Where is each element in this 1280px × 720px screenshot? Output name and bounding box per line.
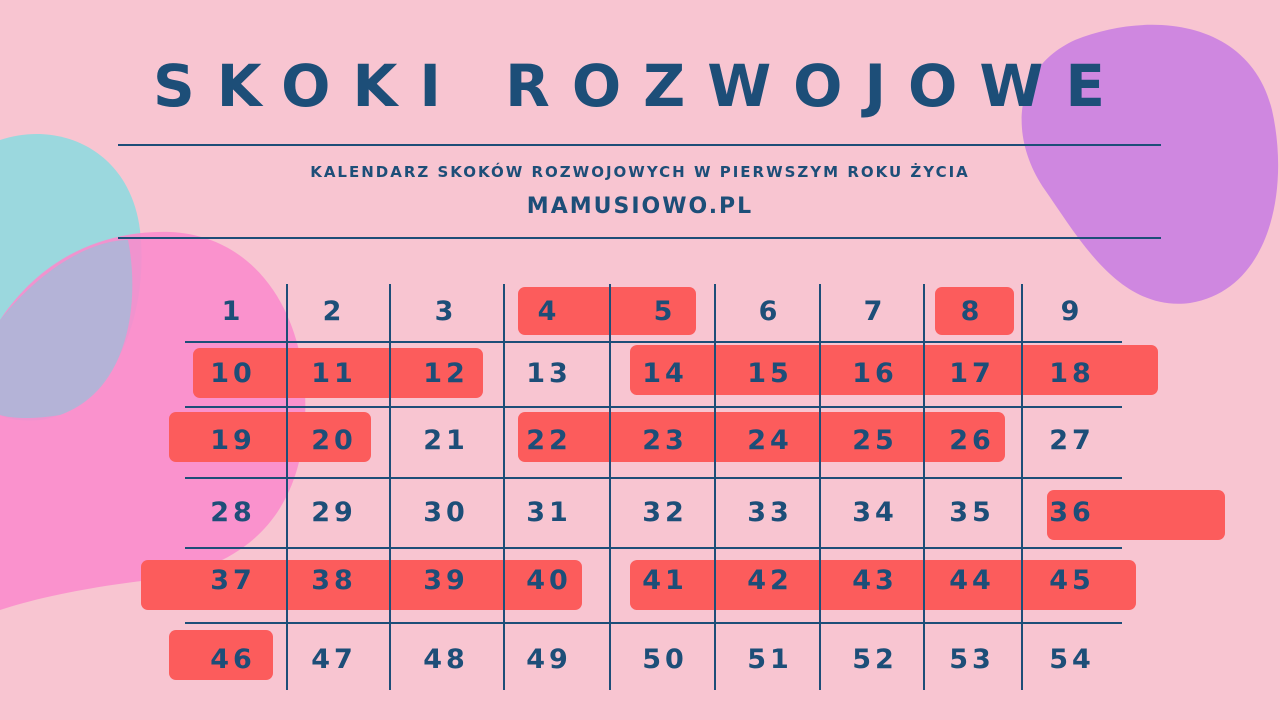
week-number: 31: [526, 497, 572, 528]
week-number: 51: [747, 644, 793, 675]
highlight-bar: [630, 345, 1158, 395]
overlap-blob: [0, 240, 133, 419]
week-number: 47: [311, 644, 357, 675]
week-number: 10: [210, 358, 256, 389]
purple-blob: [1021, 24, 1279, 304]
week-number: 14: [642, 358, 688, 389]
week-number: 20: [311, 425, 357, 456]
week-number: 2: [322, 296, 346, 327]
subtitle: KALENDARZ SKOKÓW ROZWOJOWYCH W PIERWSZYM…: [310, 163, 970, 181]
week-number: 44: [949, 565, 995, 596]
week-number: 16: [852, 358, 898, 389]
grid-column-line: [389, 284, 391, 690]
week-number: 39: [423, 565, 469, 596]
week-number: 28: [210, 497, 256, 528]
grid-column-line: [923, 284, 925, 690]
grid-column-line: [609, 284, 611, 690]
week-number: 34: [852, 497, 898, 528]
grid-row-line: [185, 406, 1122, 408]
grid-row-line: [185, 622, 1122, 624]
week-number: 29: [311, 497, 357, 528]
week-number: 24: [747, 425, 793, 456]
highlight-bar: [169, 630, 273, 680]
week-number: 46: [210, 644, 256, 675]
week-number: 36: [1049, 497, 1095, 528]
highlight-bar: [169, 412, 371, 462]
grid-row-line: [185, 477, 1122, 479]
week-number: 40: [526, 565, 572, 596]
site-name: MAMUSIOWO.PL: [526, 194, 754, 219]
week-number: 26: [949, 425, 995, 456]
grid-column-line: [503, 284, 505, 690]
week-number: 50: [642, 644, 688, 675]
grid-row-line: [185, 547, 1122, 549]
divider-top: [118, 144, 1161, 146]
grid-column-line: [714, 284, 716, 690]
week-number: 13: [526, 358, 572, 389]
week-number: 42: [747, 565, 793, 596]
highlight-bar: [935, 287, 1014, 335]
week-number: 53: [949, 644, 995, 675]
week-number: 7: [863, 296, 887, 327]
week-number: 27: [1049, 425, 1095, 456]
week-number: 3: [434, 296, 458, 327]
week-number: 37: [210, 565, 256, 596]
week-number: 48: [423, 644, 469, 675]
week-number: 32: [642, 497, 688, 528]
grid-row-line: [185, 341, 1122, 343]
week-number: 41: [642, 565, 688, 596]
week-number: 15: [747, 358, 793, 389]
week-number: 35: [949, 497, 995, 528]
week-number: 21: [423, 425, 469, 456]
highlight-bar: [518, 287, 696, 335]
week-number: 54: [1049, 644, 1095, 675]
week-number: 1: [221, 296, 245, 327]
grid-column-line: [1021, 284, 1023, 690]
week-number: 45: [1049, 565, 1095, 596]
grid-column-line: [819, 284, 821, 690]
week-number: 49: [526, 644, 572, 675]
week-number: 19: [210, 425, 256, 456]
week-number: 9: [1060, 296, 1084, 327]
grid-column-line: [286, 284, 288, 690]
week-number: 11: [311, 358, 357, 389]
week-number: 17: [949, 358, 995, 389]
week-number: 12: [423, 358, 469, 389]
week-number: 33: [747, 497, 793, 528]
week-number: 8: [960, 296, 984, 327]
week-number: 25: [852, 425, 898, 456]
week-number: 30: [423, 497, 469, 528]
week-number: 43: [852, 565, 898, 596]
highlight-bar: [141, 560, 582, 610]
page-title: SKOKI ROZWOJOWE: [153, 52, 1127, 120]
week-number: 6: [758, 296, 782, 327]
highlight-bar: [193, 348, 483, 398]
highlight-bar: [1047, 490, 1225, 540]
week-number: 38: [311, 565, 357, 596]
week-number: 18: [1049, 358, 1095, 389]
week-number: 23: [642, 425, 688, 456]
week-number: 5: [653, 296, 677, 327]
divider-bottom: [118, 237, 1161, 239]
week-number: 22: [526, 425, 572, 456]
week-number: 4: [537, 296, 561, 327]
week-number: 52: [852, 644, 898, 675]
